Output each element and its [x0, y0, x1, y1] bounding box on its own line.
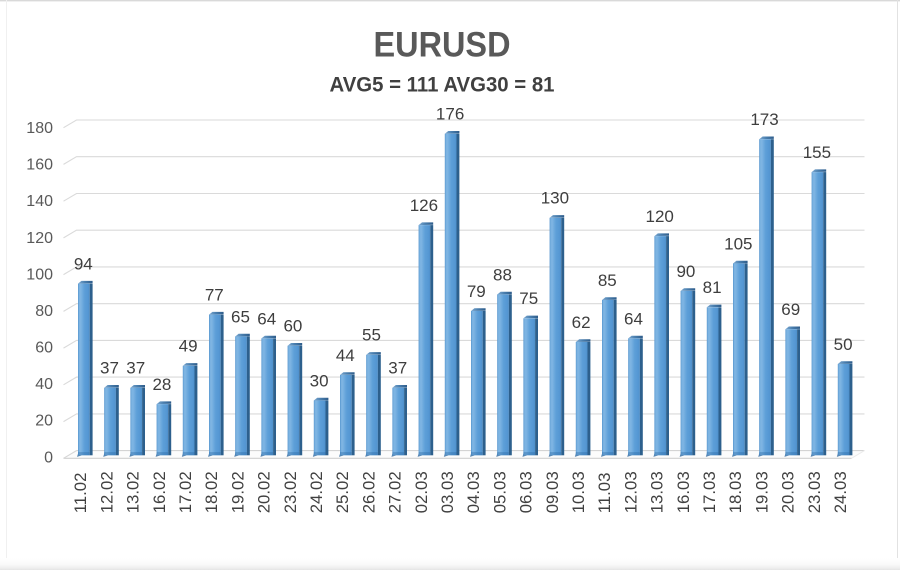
- svg-text:16.03: 16.03: [674, 471, 693, 513]
- svg-text:04.03: 04.03: [464, 471, 483, 513]
- svg-text:20.02: 20.02: [255, 471, 274, 513]
- svg-text:180: 180: [26, 120, 53, 137]
- svg-text:105: 105: [724, 234, 752, 253]
- svg-text:62: 62: [572, 313, 591, 332]
- svg-text:11.03: 11.03: [595, 473, 614, 514]
- svg-text:79: 79: [467, 282, 486, 301]
- svg-text:60: 60: [283, 317, 302, 336]
- svg-text:24.02: 24.02: [307, 471, 326, 513]
- svg-text:18.02: 18.02: [202, 471, 221, 513]
- svg-text:02.03: 02.03: [412, 471, 431, 513]
- svg-text:90: 90: [676, 262, 695, 281]
- svg-text:44: 44: [336, 346, 355, 365]
- svg-text:94: 94: [74, 255, 93, 274]
- svg-text:100: 100: [26, 266, 53, 283]
- svg-text:18.03: 18.03: [726, 471, 745, 513]
- svg-text:160: 160: [26, 157, 53, 174]
- svg-text:19.03: 19.03: [752, 471, 771, 513]
- svg-text:EURUSD: EURUSD: [374, 26, 511, 65]
- svg-text:69: 69: [781, 300, 800, 319]
- svg-text:30: 30: [310, 371, 329, 390]
- svg-text:80: 80: [35, 303, 53, 320]
- svg-text:77: 77: [205, 286, 224, 305]
- svg-text:65: 65: [231, 307, 250, 326]
- svg-text:75: 75: [519, 289, 538, 308]
- svg-text:126: 126: [410, 196, 438, 215]
- svg-text:20.03: 20.03: [779, 471, 798, 513]
- svg-text:13.02: 13.02: [124, 471, 143, 513]
- svg-text:23.02: 23.02: [281, 471, 300, 513]
- svg-text:37: 37: [126, 359, 145, 378]
- svg-text:120: 120: [646, 207, 674, 226]
- svg-text:AVG5 = 111 AVG30 = 81: AVG5 = 111 AVG30 = 81: [330, 74, 555, 97]
- svg-text:88: 88: [493, 265, 512, 284]
- svg-text:176: 176: [436, 105, 464, 124]
- svg-text:28: 28: [152, 375, 171, 394]
- svg-text:12.03: 12.03: [621, 471, 640, 513]
- svg-text:17.02: 17.02: [176, 471, 195, 513]
- svg-text:120: 120: [26, 230, 53, 247]
- svg-text:27.02: 27.02: [386, 471, 405, 513]
- svg-text:49: 49: [179, 337, 198, 356]
- svg-text:05.03: 05.03: [490, 471, 509, 513]
- svg-text:10.03: 10.03: [569, 471, 588, 513]
- svg-text:13.03: 13.03: [648, 471, 667, 513]
- svg-text:55: 55: [362, 326, 381, 345]
- svg-text:64: 64: [257, 309, 276, 328]
- svg-text:130: 130: [541, 189, 569, 208]
- svg-text:09.03: 09.03: [543, 471, 562, 513]
- svg-text:26.02: 26.02: [359, 471, 378, 513]
- svg-text:11.02: 11.02: [71, 473, 90, 514]
- svg-text:06.03: 06.03: [517, 471, 536, 513]
- svg-text:24.03: 24.03: [831, 471, 850, 513]
- svg-text:60: 60: [35, 340, 53, 357]
- svg-text:81: 81: [703, 278, 722, 297]
- svg-text:37: 37: [388, 359, 407, 378]
- svg-text:50: 50: [834, 335, 853, 354]
- svg-text:85: 85: [598, 271, 617, 290]
- svg-text:0: 0: [44, 449, 53, 466]
- svg-text:03.03: 03.03: [438, 471, 457, 513]
- svg-text:12.02: 12.02: [97, 471, 116, 513]
- svg-text:64: 64: [624, 309, 643, 328]
- svg-text:173: 173: [750, 110, 778, 129]
- svg-text:40: 40: [35, 376, 53, 393]
- svg-text:155: 155: [803, 143, 831, 162]
- svg-text:23.03: 23.03: [805, 471, 824, 513]
- svg-text:19.02: 19.02: [228, 471, 247, 513]
- svg-text:37: 37: [100, 359, 119, 378]
- svg-text:17.03: 17.03: [700, 471, 719, 513]
- svg-text:20: 20: [35, 413, 53, 430]
- svg-text:25.02: 25.02: [333, 471, 352, 513]
- svg-text:140: 140: [26, 193, 53, 210]
- svg-text:16.02: 16.02: [150, 471, 169, 513]
